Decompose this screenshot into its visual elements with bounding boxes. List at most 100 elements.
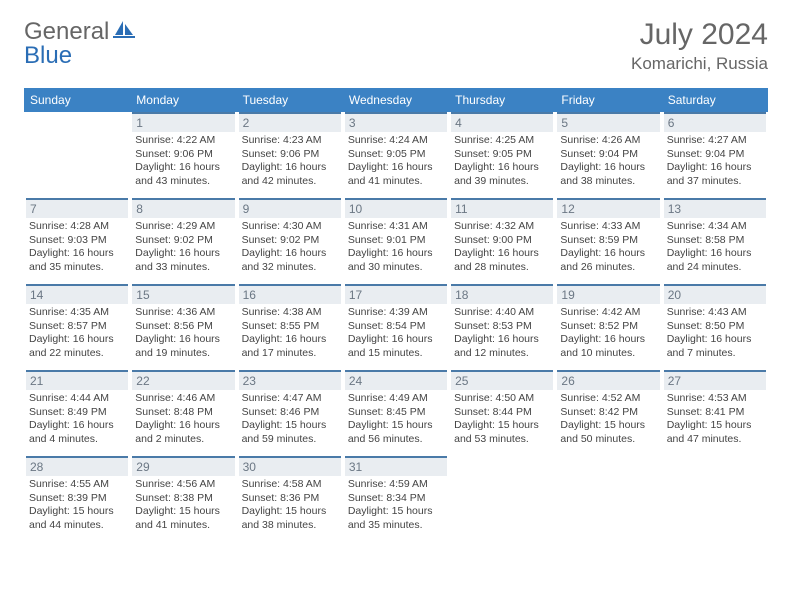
sunrise-text: Sunrise: 4:27 AM [664,134,766,148]
sunrise-text: Sunrise: 4:39 AM [345,306,447,320]
day-number: 29 [132,456,234,476]
sunset-text: Sunset: 8:42 PM [557,406,659,420]
day-number: 23 [239,370,341,390]
daylight-text: Daylight: 16 hours and 17 minutes. [239,333,341,360]
sunrise-text: Sunrise: 4:26 AM [557,134,659,148]
sunrise-text: Sunrise: 4:32 AM [451,220,553,234]
col-monday: Monday [130,88,236,112]
sunrise-text: Sunrise: 4:44 AM [26,392,128,406]
daylight-text: Daylight: 16 hours and 24 minutes. [664,247,766,274]
day-number: 12 [557,198,659,218]
sunrise-text: Sunrise: 4:25 AM [451,134,553,148]
calendar-cell: 26Sunrise: 4:52 AMSunset: 8:42 PMDayligh… [555,370,661,456]
sunrise-text: Sunrise: 4:43 AM [664,306,766,320]
calendar-row: 1Sunrise: 4:22 AMSunset: 9:06 PMDaylight… [24,112,768,198]
day-number: 9 [239,198,341,218]
sunset-text: Sunset: 9:02 PM [239,234,341,248]
month-title: July 2024 [631,18,768,52]
sunrise-text: Sunrise: 4:30 AM [239,220,341,234]
sunrise-text: Sunrise: 4:31 AM [345,220,447,234]
sunrise-text: Sunrise: 4:34 AM [664,220,766,234]
sunrise-text: Sunrise: 4:24 AM [345,134,447,148]
calendar-cell: 25Sunrise: 4:50 AMSunset: 8:44 PMDayligh… [449,370,555,456]
daylight-text: Daylight: 16 hours and 4 minutes. [26,419,128,446]
sunset-text: Sunset: 8:54 PM [345,320,447,334]
day-number: 13 [664,198,766,218]
day-number: 3 [345,112,447,132]
sunrise-text: Sunrise: 4:40 AM [451,306,553,320]
sunset-text: Sunset: 9:06 PM [132,148,234,162]
calendar-cell [449,456,555,542]
calendar-cell: 23Sunrise: 4:47 AMSunset: 8:46 PMDayligh… [237,370,343,456]
day-number: 24 [345,370,447,390]
daylight-text: Daylight: 16 hours and 30 minutes. [345,247,447,274]
daylight-text: Daylight: 16 hours and 42 minutes. [239,161,341,188]
calendar-cell: 30Sunrise: 4:58 AMSunset: 8:36 PMDayligh… [237,456,343,542]
sunrise-text: Sunrise: 4:47 AM [239,392,341,406]
sunset-text: Sunset: 8:58 PM [664,234,766,248]
sunset-text: Sunset: 8:39 PM [26,492,128,506]
sunset-text: Sunset: 8:44 PM [451,406,553,420]
daylight-text: Daylight: 15 hours and 35 minutes. [345,505,447,532]
col-saturday: Saturday [662,88,768,112]
sunset-text: Sunset: 8:41 PM [664,406,766,420]
sunset-text: Sunset: 8:50 PM [664,320,766,334]
calendar-cell: 15Sunrise: 4:36 AMSunset: 8:56 PMDayligh… [130,284,236,370]
daylight-text: Daylight: 16 hours and 15 minutes. [345,333,447,360]
day-number: 5 [557,112,659,132]
col-sunday: Sunday [24,88,130,112]
daylight-text: Daylight: 15 hours and 47 minutes. [664,419,766,446]
sunset-text: Sunset: 8:36 PM [239,492,341,506]
day-number: 26 [557,370,659,390]
sunrise-text: Sunrise: 4:56 AM [132,478,234,492]
daylight-text: Daylight: 15 hours and 41 minutes. [132,505,234,532]
daylight-text: Daylight: 16 hours and 41 minutes. [345,161,447,188]
day-number: 2 [239,112,341,132]
sunrise-text: Sunrise: 4:36 AM [132,306,234,320]
daylight-text: Daylight: 16 hours and 28 minutes. [451,247,553,274]
daylight-text: Daylight: 16 hours and 43 minutes. [132,161,234,188]
calendar-cell: 12Sunrise: 4:33 AMSunset: 8:59 PMDayligh… [555,198,661,284]
daylight-text: Daylight: 15 hours and 56 minutes. [345,419,447,446]
day-number: 6 [664,112,766,132]
logo-sail-icon [113,18,135,46]
sunset-text: Sunset: 9:01 PM [345,234,447,248]
calendar-cell: 24 Sunrise: 4:49 AMSunset: 8:45 PMDayligh… [343,370,449,456]
day-number: 27 [664,370,766,390]
sunrise-text: Sunrise: 4:58 AM [239,478,341,492]
day-number: 20 [664,284,766,304]
calendar-cell [555,456,661,542]
sunset-text: Sunset: 8:57 PM [26,320,128,334]
daylight-text: Daylight: 15 hours and 50 minutes. [557,419,659,446]
calendar-cell: 1Sunrise: 4:22 AMSunset: 9:06 PMDaylight… [130,112,236,198]
day-number: 19 [557,284,659,304]
sunrise-text: Sunrise: 4:59 AM [345,478,447,492]
sunrise-text: Sunrise: 4:55 AM [26,478,128,492]
sunset-text: Sunset: 8:34 PM [345,492,447,506]
col-friday: Friday [555,88,661,112]
calendar-cell: 16Sunrise: 4:38 AMSunset: 8:55 PMDayligh… [237,284,343,370]
daylight-text: Daylight: 16 hours and 35 minutes. [26,247,128,274]
daylight-text: Daylight: 15 hours and 59 minutes. [239,419,341,446]
day-number: 4 [451,112,553,132]
sunset-text: Sunset: 9:02 PM [132,234,234,248]
calendar-cell: 7Sunrise: 4:28 AMSunset: 9:03 PMDaylight… [24,198,130,284]
day-number: 11 [451,198,553,218]
calendar-row: 28Sunrise: 4:55 AMSunset: 8:39 PMDayligh… [24,456,768,542]
daylight-text: Daylight: 16 hours and 33 minutes. [132,247,234,274]
calendar-cell: 2Sunrise: 4:23 AMSunset: 9:06 PMDaylight… [237,112,343,198]
day-number: 15 [132,284,234,304]
weekday-header-row: Sunday Monday Tuesday Wednesday Thursday… [24,88,768,112]
sunrise-text: Sunrise: 4:49 AM [345,392,447,406]
sunset-text: Sunset: 8:53 PM [451,320,553,334]
calendar-cell: 6Sunrise: 4:27 AMSunset: 9:04 PMDaylight… [662,112,768,198]
sunrise-text: Sunrise: 4:28 AM [26,220,128,234]
col-thursday: Thursday [449,88,555,112]
sunrise-text: Sunrise: 4:22 AM [132,134,234,148]
daylight-text: Daylight: 16 hours and 38 minutes. [557,161,659,188]
sunset-text: Sunset: 8:45 PM [345,406,447,420]
calendar-table: Sunday Monday Tuesday Wednesday Thursday… [24,88,768,542]
sunset-text: Sunset: 8:48 PM [132,406,234,420]
sunrise-text: Sunrise: 4:33 AM [557,220,659,234]
daylight-text: Daylight: 16 hours and 2 minutes. [132,419,234,446]
